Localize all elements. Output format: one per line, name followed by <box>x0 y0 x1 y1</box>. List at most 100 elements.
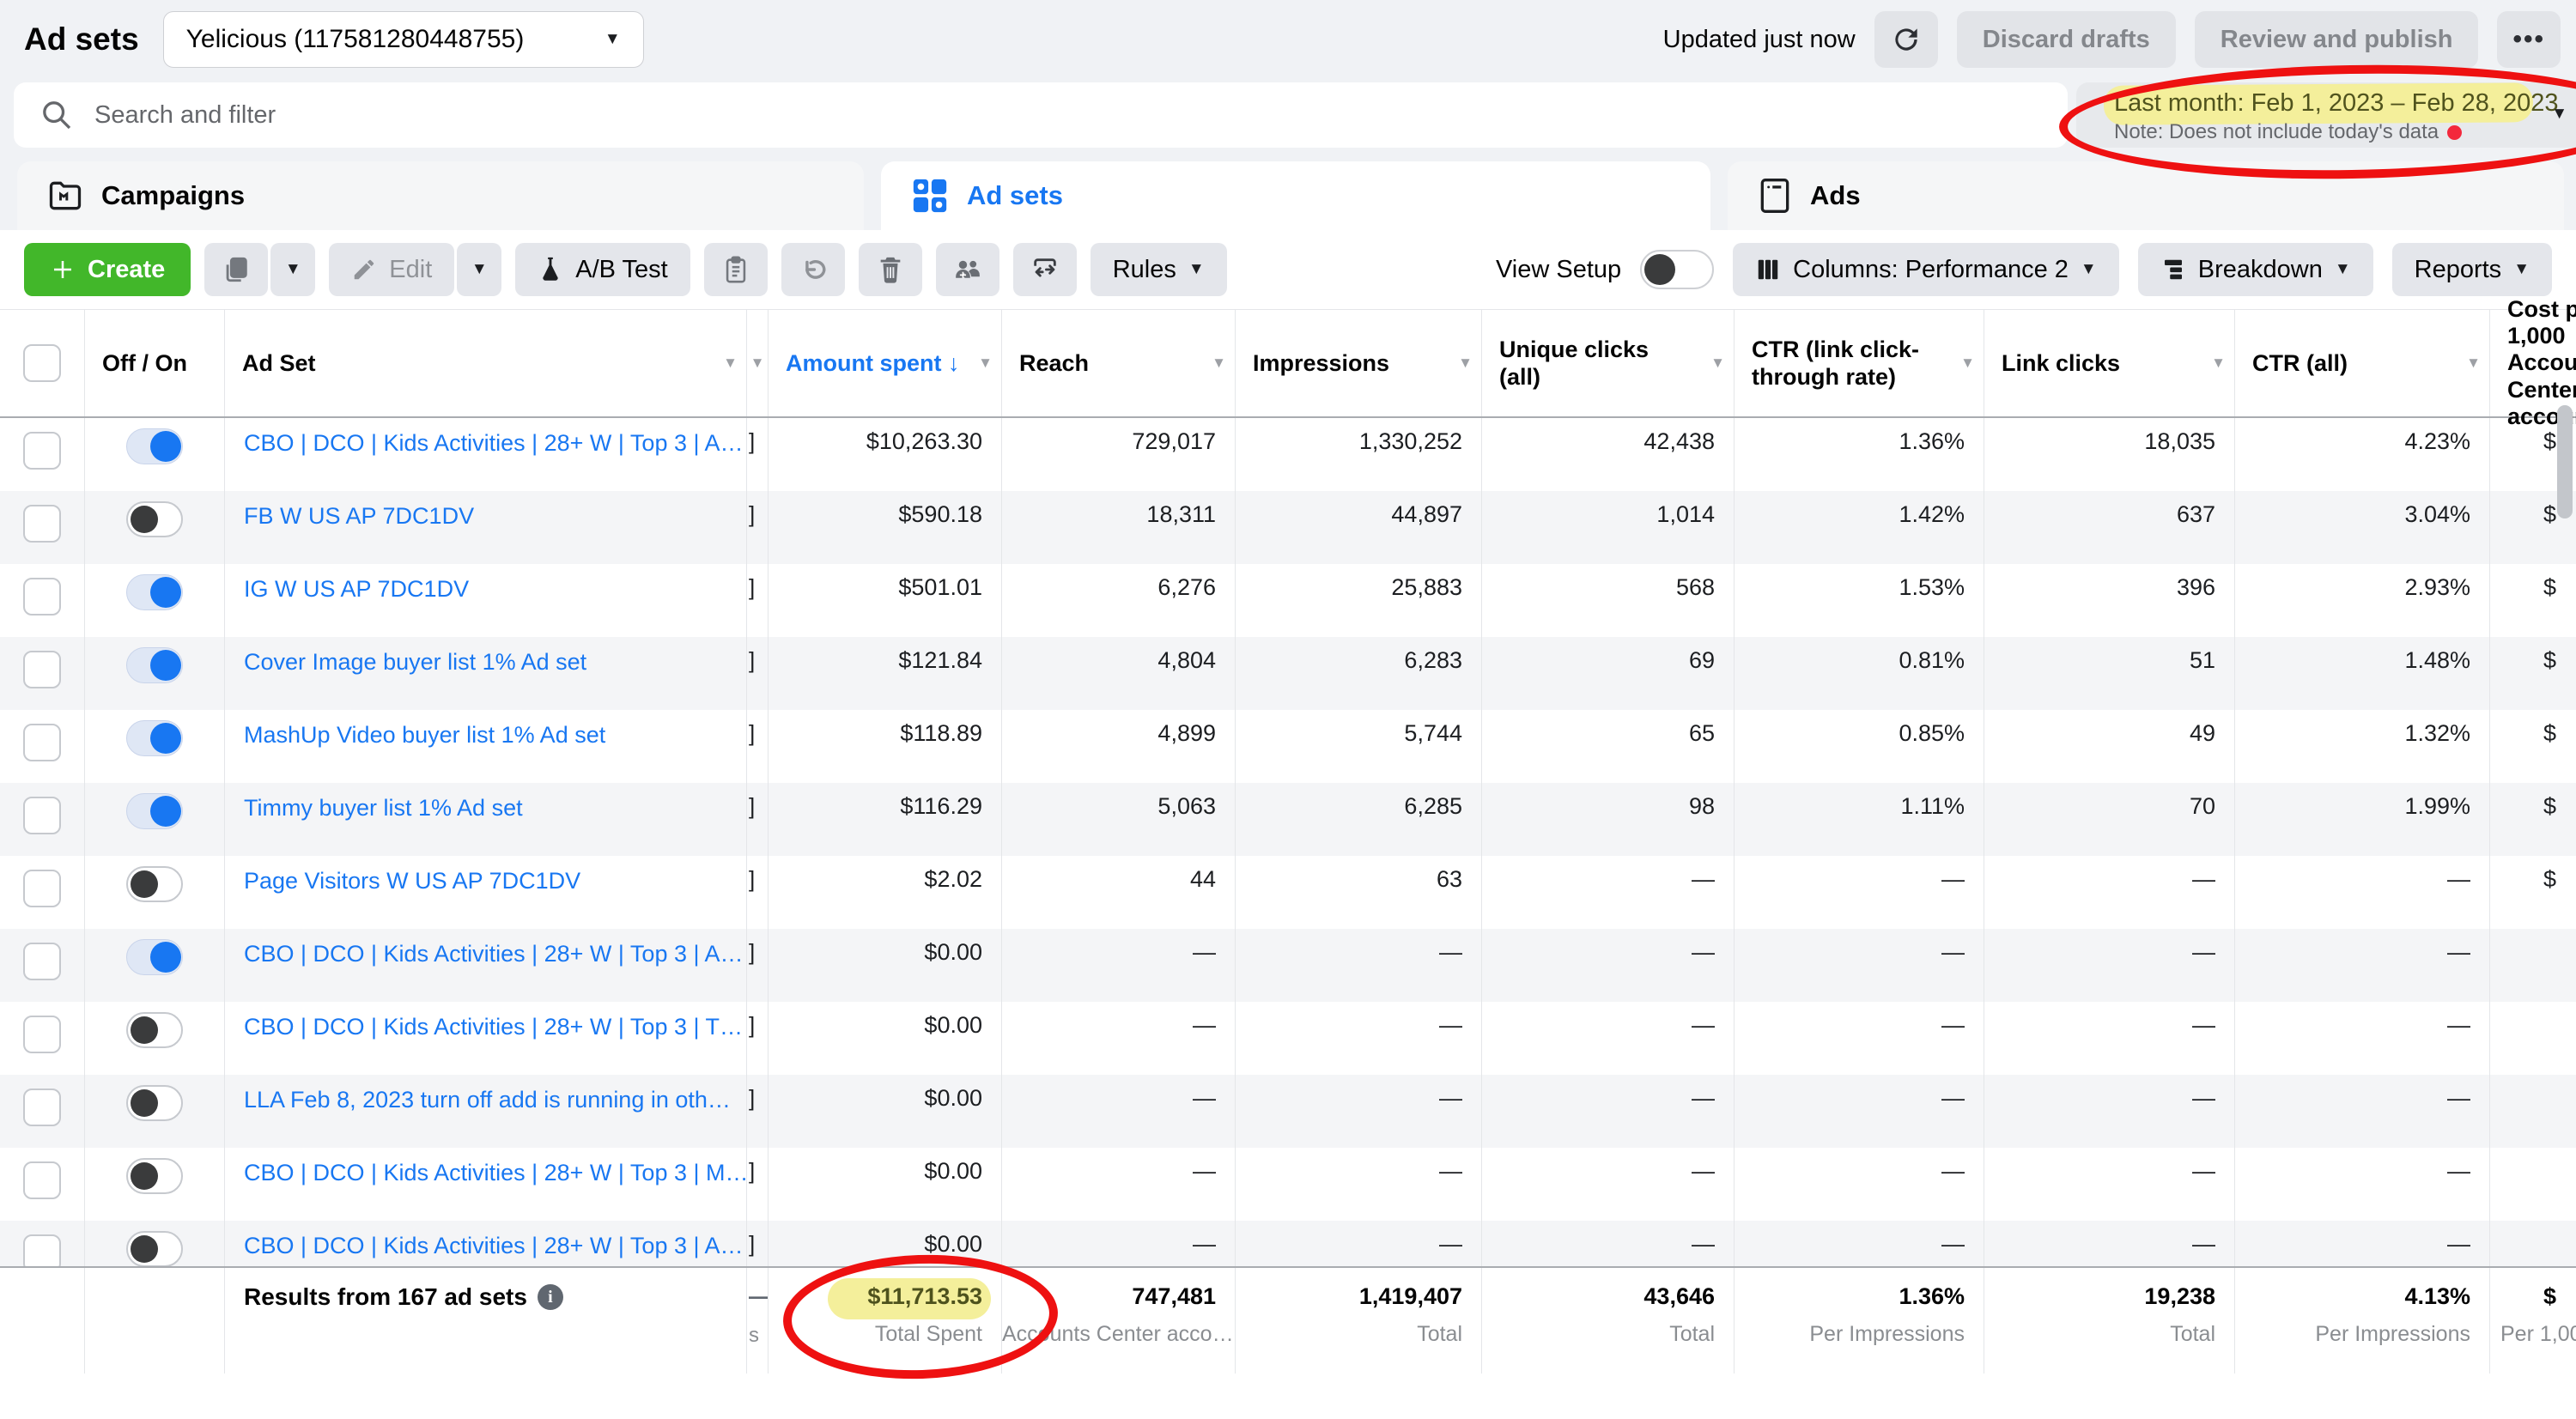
duplicate-split-button: ▼ <box>204 243 316 296</box>
row-checkbox[interactable] <box>23 1016 61 1053</box>
table-row: Cover Image buyer list 1% Ad set] $121.84… <box>0 637 2576 710</box>
account-selector[interactable]: Yelicious (117581280448755) ▼ <box>162 11 644 68</box>
duplicate-button[interactable] <box>204 243 269 296</box>
column-header-partial[interactable]: ▼ <box>747 310 769 416</box>
export-assign-button[interactable] <box>1012 243 1077 296</box>
more-options-button[interactable]: ••• <box>2497 11 2561 68</box>
ad-set-toggle[interactable] <box>126 1085 183 1121</box>
row-toggle-cell <box>85 710 225 783</box>
row-select-cell <box>0 1221 85 1266</box>
chevron-down-icon: ▼ <box>1188 260 1205 278</box>
column-header-ctr-all[interactable]: CTR (all) ▼ <box>2235 310 2490 416</box>
row-checkbox[interactable] <box>23 724 61 761</box>
column-header-link-clicks[interactable]: Link clicks ▼ <box>1984 310 2235 416</box>
ad-set-link[interactable]: Timmy buyer list 1% Ad set <box>244 795 523 821</box>
paste-button[interactable] <box>703 243 768 296</box>
column-header-ctr-link[interactable]: CTR (link click-through rate) ▼ <box>1735 310 1984 416</box>
row-checkbox[interactable] <box>23 797 61 834</box>
breakdown-button[interactable]: Breakdown ▼ <box>2137 243 2373 296</box>
reports-button[interactable]: Reports ▼ <box>2391 243 2552 296</box>
audience-button[interactable] <box>935 243 999 296</box>
sort-caret-icon: ▼ <box>1960 355 1975 371</box>
row-partial-cell: ] <box>747 1148 769 1221</box>
row-metric-cell: 63 <box>1236 856 1482 929</box>
row-checkbox[interactable] <box>23 651 61 688</box>
row-checkbox[interactable] <box>23 1234 61 1266</box>
rules-button[interactable]: Rules ▼ <box>1090 243 1227 296</box>
ad-set-toggle[interactable] <box>126 793 183 829</box>
toggle-knob <box>150 431 181 462</box>
row-checkbox[interactable] <box>23 1161 61 1199</box>
ab-test-button[interactable]: A/B Test <box>515 243 690 296</box>
row-partial-cell: ] <box>747 783 769 856</box>
ad-set-link[interactable]: CBO | DCO | Kids Activities | 28+ W | To… <box>244 430 744 456</box>
footer-reach: 747,481 Accounts Center acco… <box>1002 1268 1236 1374</box>
ad-set-toggle[interactable] <box>126 501 183 537</box>
row-metric-cell: 49 <box>1984 710 2235 783</box>
row-checkbox[interactable] <box>23 578 61 616</box>
column-header-unique-clicks[interactable]: Unique clicks (all) ▼ <box>1482 310 1735 416</box>
undo-button[interactable] <box>781 243 845 296</box>
column-header-reach[interactable]: Reach ▼ <box>1002 310 1236 416</box>
ad-set-link[interactable]: CBO | DCO | Kids Activities | 28+ W | To… <box>244 941 744 967</box>
ad-set-toggle[interactable] <box>126 939 183 975</box>
columns-button[interactable]: Columns: Performance 2 ▼ <box>1733 243 2119 296</box>
column-header-impressions[interactable]: Impressions ▼ <box>1236 310 1482 416</box>
row-metric-cell: — <box>1984 1221 2235 1266</box>
view-setup-toggle[interactable] <box>1640 250 1715 289</box>
ad-set-link[interactable]: MashUp Video buyer list 1% Ad set <box>244 722 606 748</box>
ad-set-link[interactable]: Cover Image buyer list 1% Ad set <box>244 649 587 675</box>
ad-set-toggle[interactable] <box>126 574 183 610</box>
table-row: MashUp Video buyer list 1% Ad set] $118.8… <box>0 710 2576 783</box>
row-toggle-cell <box>85 564 225 637</box>
review-and-publish-button[interactable]: Review and publish <box>2194 11 2479 68</box>
ad-set-link[interactable]: Page Visitors W US AP 7DC1DV <box>244 868 581 894</box>
ad-set-toggle[interactable] <box>126 1231 183 1266</box>
ad-set-toggle[interactable] <box>126 428 183 464</box>
select-all-checkbox[interactable] <box>23 344 61 382</box>
row-checkbox[interactable] <box>23 505 61 543</box>
tab-ad-sets[interactable]: Ad sets <box>881 161 1710 230</box>
info-icon[interactable]: i <box>537 1284 563 1310</box>
row-checkbox[interactable] <box>23 1089 61 1126</box>
edit-button[interactable]: Edit <box>329 243 455 296</box>
column-header-off-on: Off / On <box>85 310 225 416</box>
row-name-cell: CBO | DCO | Kids Activities | 28+ W | To… <box>225 1148 747 1221</box>
delete-button[interactable] <box>858 243 922 296</box>
vertical-scrollbar-thumb[interactable] <box>2557 405 2573 518</box>
tab-campaigns[interactable]: Campaigns <box>17 161 864 230</box>
tab-ads[interactable]: Ads <box>1728 161 2564 230</box>
row-checkbox[interactable] <box>23 870 61 907</box>
column-header-amount-spent[interactable]: Amount spent ↓ ▼ <box>769 310 1002 416</box>
ad-set-toggle[interactable] <box>126 866 183 902</box>
table-row: CBO | DCO | Kids Activities | 28+ W | To… <box>0 418 2576 491</box>
column-header-cost-per[interactable]: Cost per 1,000 Accounts Center accounts… <box>2507 296 2576 429</box>
discard-drafts-button[interactable]: Discard drafts <box>1956 11 2176 68</box>
ad-set-link[interactable]: IG W US AP 7DC1DV <box>244 576 470 602</box>
create-button[interactable]: Create <box>24 243 191 296</box>
search-and-filter[interactable]: Search and filter <box>14 82 2068 148</box>
partial-text-fragment: ] <box>749 428 756 454</box>
edit-menu-button[interactable]: ▼ <box>457 243 502 296</box>
refresh-button[interactable] <box>1874 11 1938 68</box>
column-header-ad-set[interactable]: Ad Set ▼ <box>225 310 747 416</box>
footer-empty <box>0 1268 85 1374</box>
ad-set-link[interactable]: CBO | DCO | Kids Activities | 28+ W | To… <box>244 1014 744 1040</box>
ad-set-toggle[interactable] <box>126 1012 183 1048</box>
row-partial-cell: ] <box>747 1075 769 1148</box>
ad-set-link[interactable]: CBO | DCO | Kids Activities | 28+ W | To… <box>244 1160 746 1186</box>
row-metric-cell: $10,263.30 <box>769 418 1002 491</box>
ad-set-toggle[interactable] <box>126 1158 183 1194</box>
row-toggle-cell <box>85 1002 225 1075</box>
ad-set-link[interactable]: LLA Feb 8, 2023 turn off add is running … <box>244 1087 731 1113</box>
row-metric-cell: 98 <box>1482 783 1735 856</box>
row-checkbox[interactable] <box>23 943 61 980</box>
ad-set-link[interactable]: FB W US AP 7DC1DV <box>244 503 475 529</box>
cost-value-fragment: $ <box>2543 866 2557 892</box>
ad-set-toggle[interactable] <box>126 647 183 683</box>
duplicate-menu-button[interactable]: ▼ <box>270 243 316 296</box>
ad-set-link[interactable]: CBO | DCO | Kids Activities | 28+ W | To… <box>244 1233 744 1258</box>
ad-set-toggle[interactable] <box>126 720 183 756</box>
date-range-selector[interactable]: Last month: Feb 1, 2023 – Feb 28, 2023 N… <box>2076 82 2576 148</box>
row-checkbox[interactable] <box>23 432 61 470</box>
